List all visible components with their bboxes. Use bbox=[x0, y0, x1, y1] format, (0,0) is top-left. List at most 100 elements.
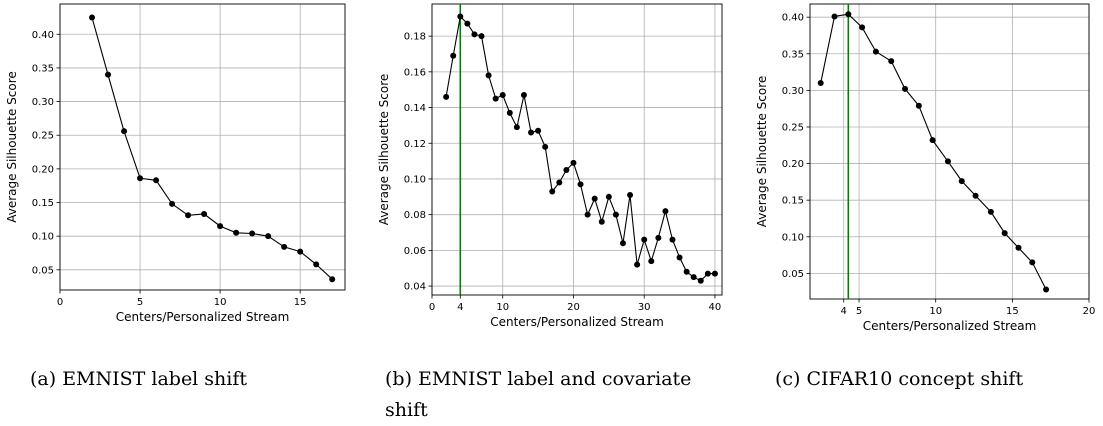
x-tick-label: 4 bbox=[457, 302, 463, 313]
data-point bbox=[499, 92, 506, 99]
y-tick-label: 0.35 bbox=[782, 49, 804, 60]
data-point bbox=[233, 229, 240, 236]
data-point bbox=[450, 52, 457, 59]
x-tick-label: 40 bbox=[709, 302, 722, 313]
data-point bbox=[478, 33, 485, 40]
x-axis-label: Centers/Personalized Stream bbox=[863, 319, 1037, 333]
data-point bbox=[535, 127, 542, 134]
y-tick-label: 0.20 bbox=[782, 159, 804, 170]
data-point bbox=[929, 137, 936, 144]
x-axis-label: Centers/Personalized Stream bbox=[116, 310, 290, 324]
y-tick-label: 0.25 bbox=[32, 131, 54, 142]
data-point bbox=[457, 13, 464, 20]
data-point bbox=[443, 93, 450, 100]
data-point bbox=[249, 230, 256, 237]
data-point bbox=[612, 211, 619, 218]
y-tick-label: 0.40 bbox=[32, 30, 54, 41]
data-point bbox=[605, 193, 612, 200]
y-tick-label: 0.30 bbox=[32, 97, 54, 108]
data-point bbox=[655, 234, 662, 241]
y-tick-label: 0.06 bbox=[404, 246, 426, 257]
data-point bbox=[549, 188, 556, 195]
data-point bbox=[683, 268, 690, 275]
x-tick-label: 20 bbox=[567, 302, 580, 313]
data-point bbox=[987, 208, 994, 215]
data-point bbox=[972, 192, 979, 199]
chart-cifar10-concept-shift: 4 5 10 15 20 0.05 0.10 0.15 0.20 0.25 0.30 0.35 0.40… bbox=[755, 3, 1096, 333]
data-point bbox=[584, 211, 591, 218]
data-point bbox=[185, 212, 192, 219]
y-tick-label: 0.05 bbox=[32, 265, 54, 276]
data-point bbox=[711, 270, 718, 277]
data-point bbox=[329, 276, 336, 283]
data-point bbox=[577, 181, 584, 188]
y-tick-label: 0.15 bbox=[782, 196, 804, 207]
data-point bbox=[648, 258, 655, 265]
data-point bbox=[485, 72, 492, 79]
chart-emnist-label-covariate-shift: 0 4 10 20 30 40 0.04 0.06 0.08 0.10 0.12 0.14 0.16 0.… bbox=[377, 3, 723, 329]
data-point bbox=[1029, 259, 1036, 266]
y-tick-label: 0.04 bbox=[404, 282, 426, 293]
x-tick-label: 10 bbox=[214, 297, 227, 308]
data-point bbox=[153, 177, 160, 184]
y-tick-label: 0.12 bbox=[404, 139, 426, 150]
y-tick-label: 0.20 bbox=[32, 164, 54, 175]
x-tick-label: 20 bbox=[1083, 306, 1096, 317]
x-tick-label: 5 bbox=[856, 306, 862, 317]
caption-c: (c) CIFAR10 concept shift bbox=[775, 368, 1024, 390]
data-point bbox=[313, 261, 320, 268]
plot-frame bbox=[59, 3, 346, 291]
data-point bbox=[598, 218, 605, 225]
data-point bbox=[944, 158, 951, 165]
data-point bbox=[105, 71, 112, 78]
y-axis-label: Average Silhouette Score bbox=[5, 71, 19, 223]
x-tick-label: 10 bbox=[496, 302, 509, 313]
data-point bbox=[958, 178, 965, 185]
data-point bbox=[556, 179, 563, 186]
data-point bbox=[690, 274, 697, 281]
chart-emnist-label-shift: 0 5 10 15 0.05 0.10 0.15 0.20 0.25 0.30 0.35 0.40 Ce… bbox=[5, 3, 346, 324]
x-tick-label: 0 bbox=[57, 297, 63, 308]
data-point bbox=[471, 31, 478, 38]
series-line bbox=[91, 17, 333, 280]
data-point bbox=[662, 208, 669, 215]
data-point bbox=[627, 192, 634, 199]
data-point bbox=[704, 270, 711, 277]
y-tick-label: 0.35 bbox=[32, 63, 54, 74]
data-point bbox=[641, 236, 648, 243]
data-point bbox=[89, 14, 96, 21]
y-tick-label: 0.05 bbox=[782, 269, 804, 280]
data-point bbox=[265, 233, 272, 240]
x-tick-label: 15 bbox=[294, 297, 307, 308]
y-axis-label: Average Silhouette Score bbox=[377, 74, 391, 226]
data-point bbox=[542, 143, 549, 150]
y-tick-label: 0.16 bbox=[404, 67, 426, 78]
data-point bbox=[915, 102, 922, 109]
data-point bbox=[563, 167, 570, 174]
x-tick-label: 30 bbox=[638, 302, 651, 313]
y-tick-label: 0.10 bbox=[404, 174, 426, 185]
data-point bbox=[137, 175, 144, 182]
data-point bbox=[1043, 286, 1050, 293]
x-tick-label: 10 bbox=[929, 306, 942, 317]
data-point bbox=[902, 85, 909, 92]
y-tick-label: 0.18 bbox=[404, 32, 426, 43]
data-point bbox=[817, 80, 824, 87]
data-point bbox=[169, 200, 176, 207]
data-point bbox=[888, 58, 895, 65]
data-point bbox=[217, 223, 224, 230]
y-tick-label: 0.30 bbox=[782, 86, 804, 97]
x-tick-label: 5 bbox=[137, 297, 143, 308]
data-point bbox=[121, 128, 128, 135]
data-point bbox=[676, 254, 683, 261]
data-point bbox=[520, 92, 527, 99]
data-point bbox=[513, 124, 520, 131]
caption-b-line1: (b) EMNIST label and covariate bbox=[385, 368, 692, 390]
data-point bbox=[634, 261, 641, 268]
caption-b: (b) EMNIST label and covariate shift bbox=[385, 364, 691, 426]
data-point bbox=[201, 210, 208, 217]
x-axis-label: Centers/Personalized Stream bbox=[490, 315, 664, 329]
caption-a: (a) EMNIST label shift bbox=[30, 368, 248, 390]
data-point bbox=[845, 11, 852, 18]
